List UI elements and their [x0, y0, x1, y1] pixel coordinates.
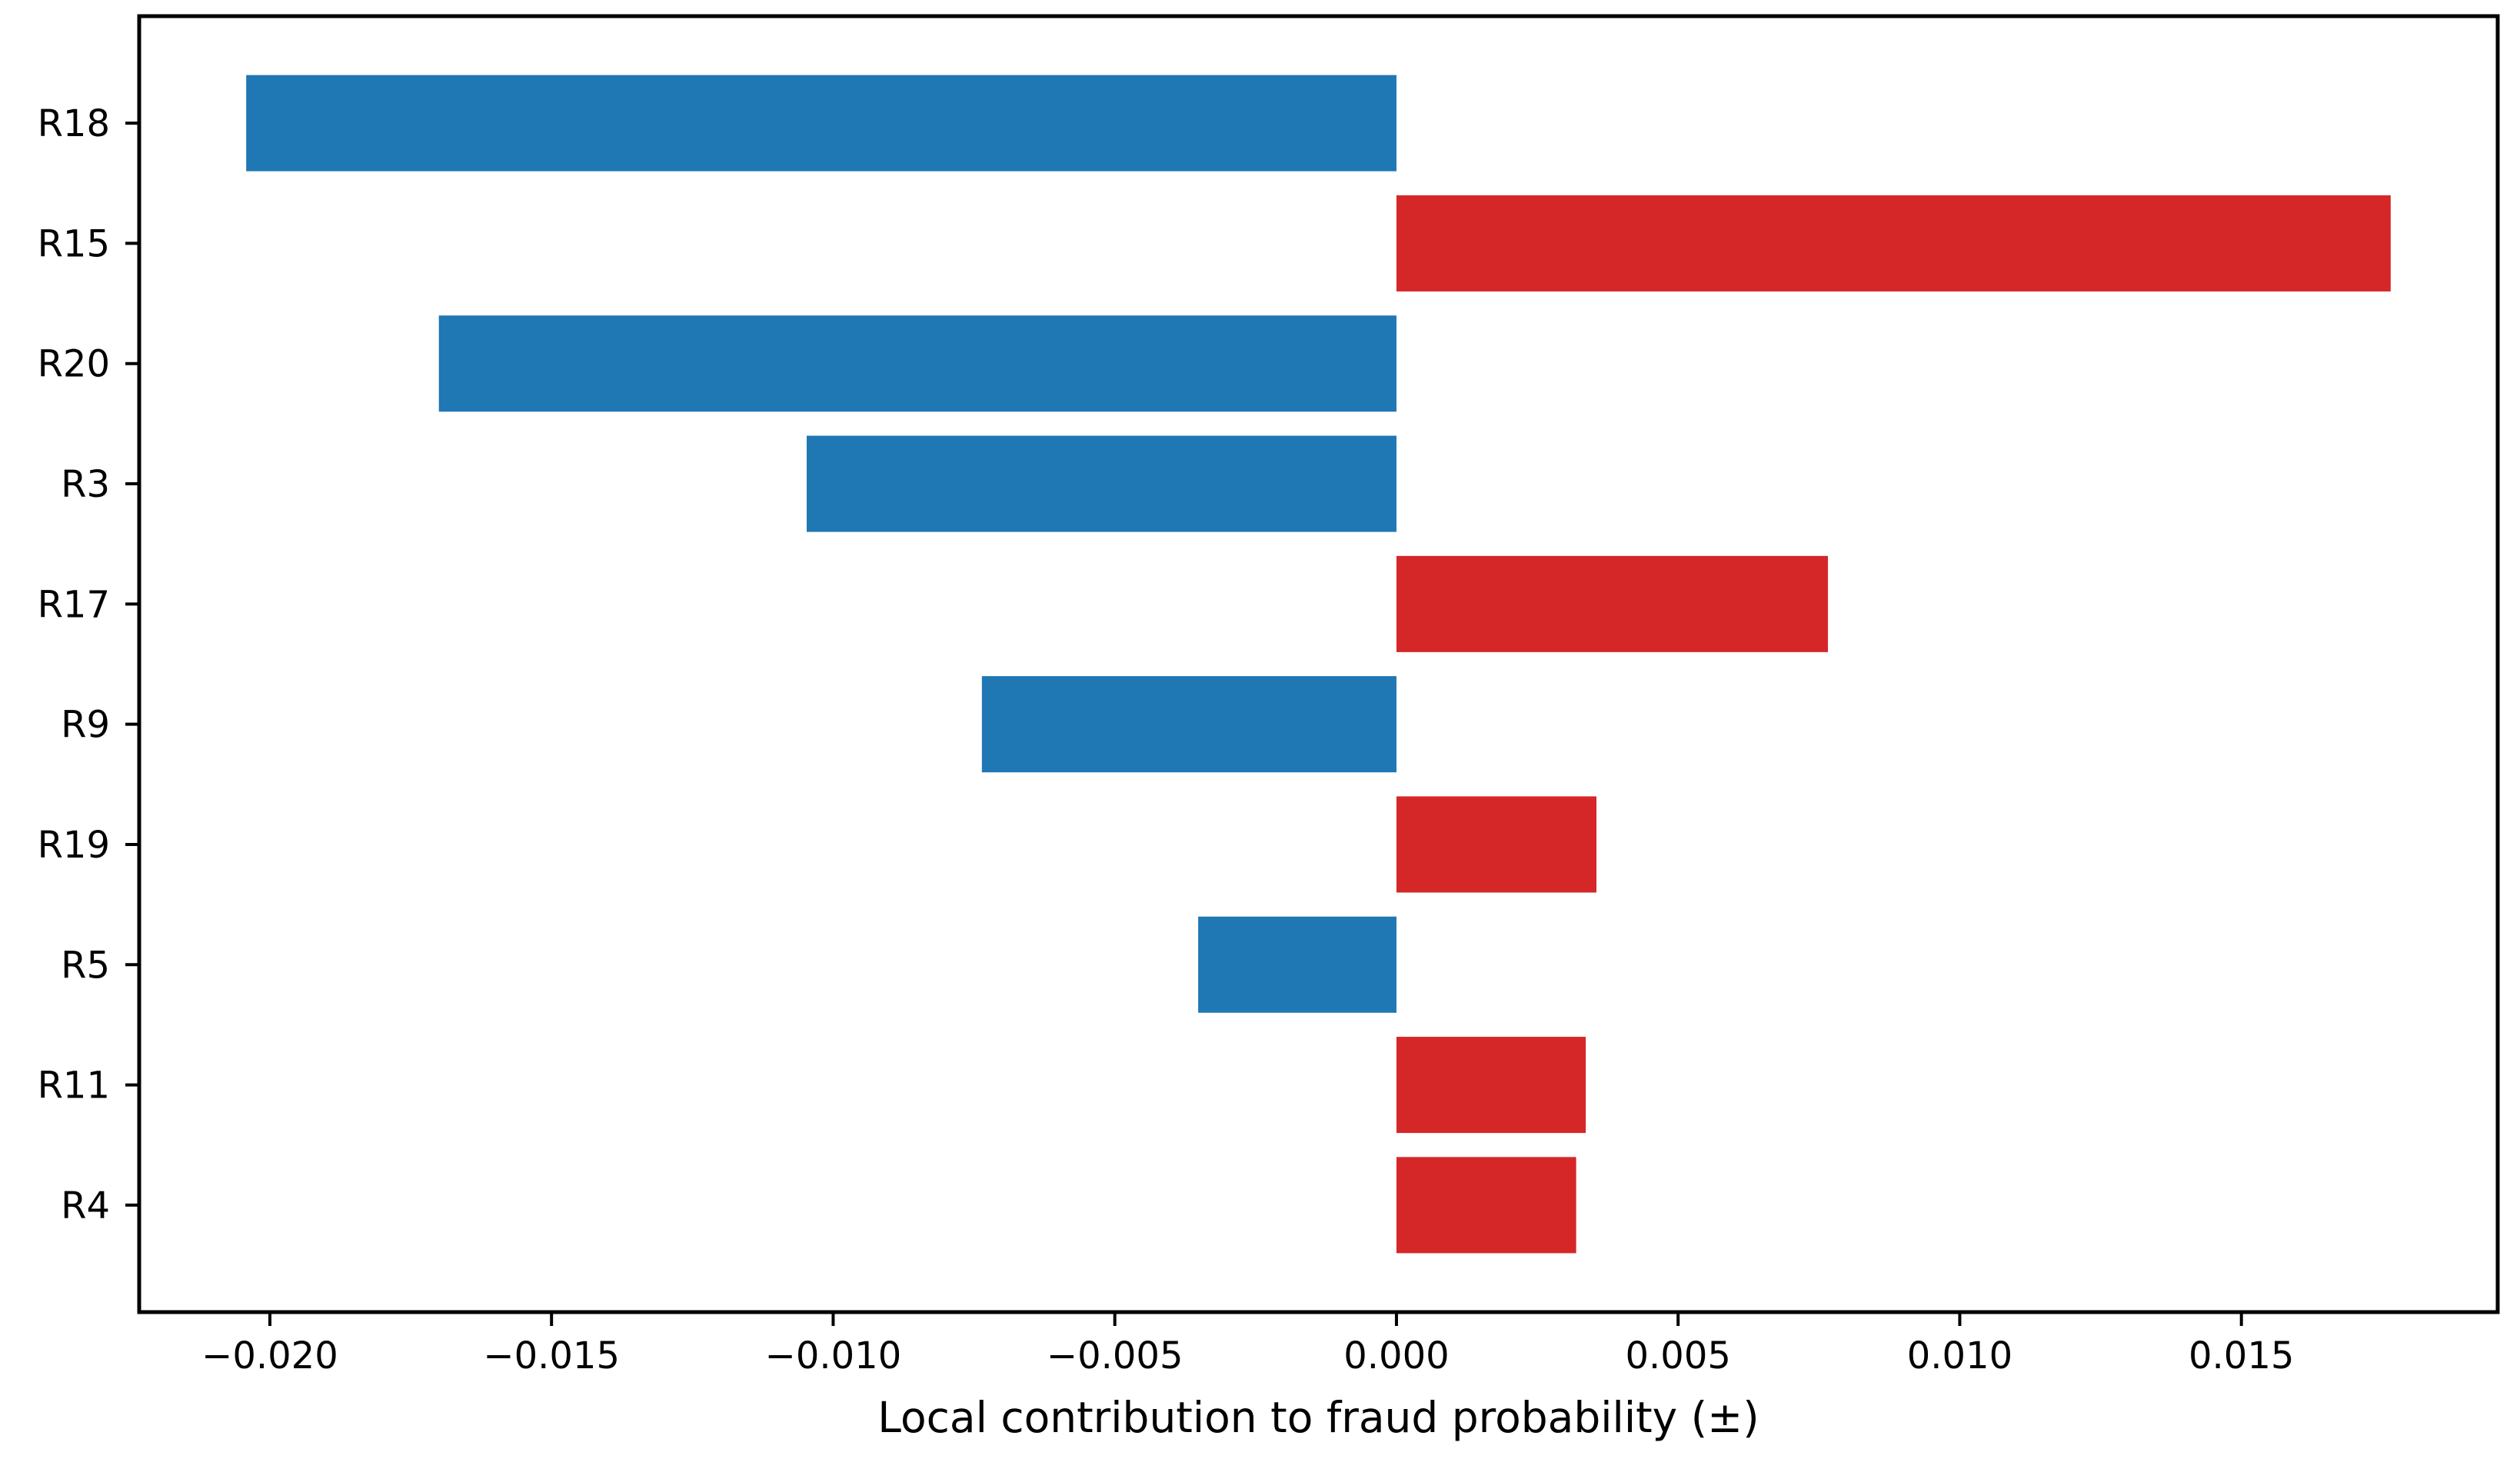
x-axis: −0.020 −0.015 −0.010 −0.005 0.000 0.005 0.010 0…	[201, 1312, 2294, 1377]
x-tick-label: −0.010	[765, 1334, 902, 1377]
bar-R18	[246, 75, 1396, 172]
bar-R15	[1396, 195, 2391, 291]
x-axis-label: Local contribution to fraud probability …	[877, 1393, 1759, 1442]
x-tick-label: −0.005	[1047, 1334, 1183, 1377]
bar-R20	[438, 315, 1396, 412]
bar-R9	[981, 676, 1396, 773]
bars-group	[246, 75, 2391, 1254]
y-tick-label-R9: R9	[61, 704, 110, 747]
y-tick-label-R11: R11	[38, 1064, 110, 1108]
bar-R5	[1198, 916, 1396, 1013]
y-tick-label-R3: R3	[61, 463, 110, 506]
bar-R4	[1396, 1157, 1576, 1254]
bar-R11	[1396, 1037, 1586, 1134]
y-tick-label-R20: R20	[38, 343, 110, 386]
plot-border	[137, 14, 2500, 1314]
bar-R19	[1396, 796, 1596, 893]
bar-R17	[1396, 555, 1829, 652]
y-tick-label-R4: R4	[61, 1184, 110, 1227]
y-tick-label-R15: R15	[38, 222, 110, 265]
x-tick-label: 0.015	[2189, 1334, 2294, 1377]
x-tick-label: −0.020	[201, 1334, 338, 1377]
x-tick-label: 0.000	[1343, 1334, 1449, 1377]
x-tick-label: 0.010	[1907, 1334, 2012, 1377]
x-tick-label: 0.005	[1625, 1334, 1730, 1377]
y-tick-label-R19: R19	[38, 824, 110, 867]
y-tick-label-R18: R18	[38, 102, 110, 145]
bar-R3	[807, 435, 1396, 532]
x-tick-label: −0.015	[483, 1334, 620, 1377]
y-tick-label-R5: R5	[61, 944, 110, 987]
y-tick-label-R17: R17	[38, 583, 110, 626]
y-axis: R18 R15 R20 R3 R17 R9 R19 R5 R11 R4	[38, 102, 139, 1227]
